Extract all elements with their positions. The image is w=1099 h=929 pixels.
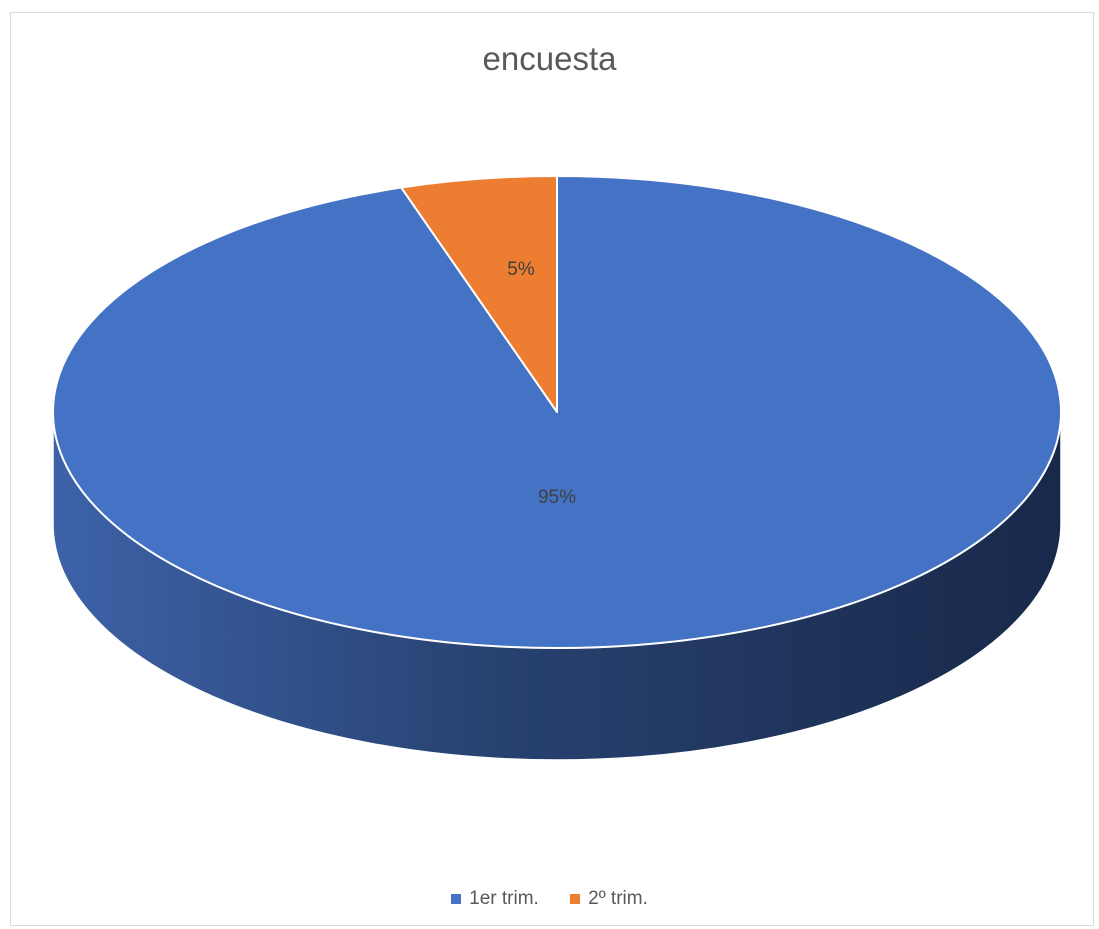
pie-slice-2 — [400, 175, 558, 413]
legend-swatch-2-trim — [570, 894, 581, 904]
legend-item-2: 2º trim. — [570, 888, 648, 910]
data-label-1: 95% — [538, 487, 576, 508]
data-label-2: 5% — [507, 259, 535, 280]
legend-label-2-trim: 2º trim. — [588, 888, 648, 909]
chart-title: encuesta — [482, 40, 617, 77]
legend: 1er trim. 2º trim. — [0, 888, 1099, 910]
legend-label-1er-trim: 1er trim. — [469, 888, 539, 909]
legend-item-1: 1er trim. — [451, 888, 539, 910]
legend-swatch-1er-trim — [451, 894, 462, 904]
